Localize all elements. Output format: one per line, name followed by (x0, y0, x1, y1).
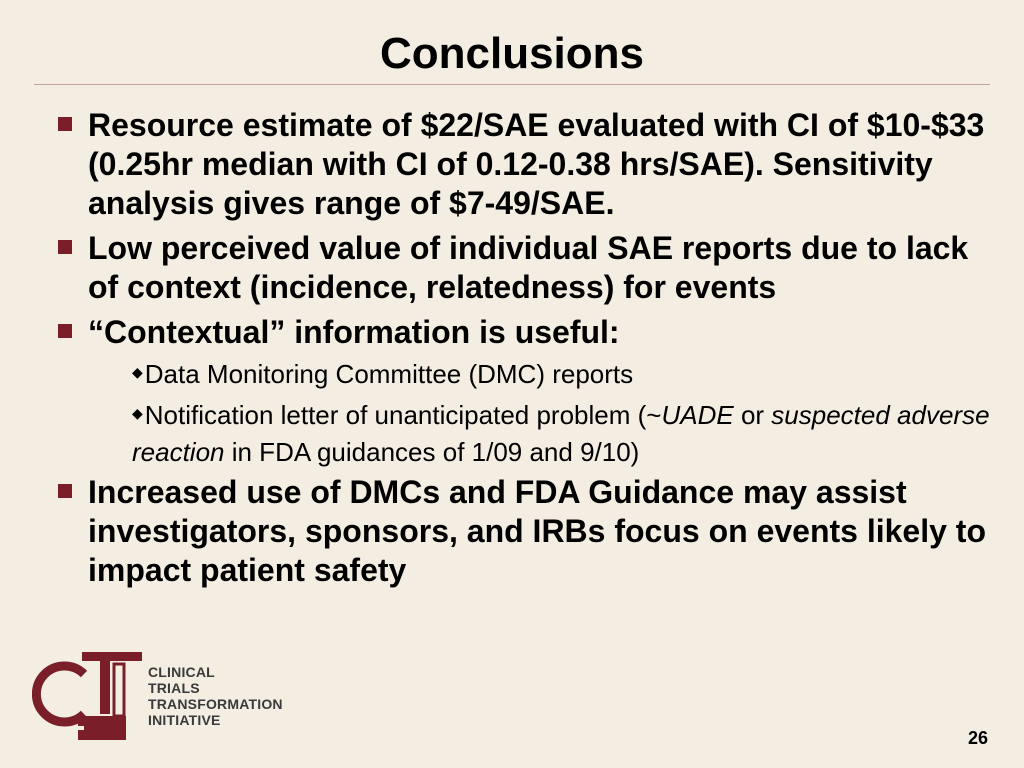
sub-bullet-item: ◆Notification letter of unanticipated pr… (54, 399, 994, 469)
logo-t-bar (82, 652, 142, 661)
square-bullet-icon (58, 117, 72, 131)
slide-title: Conclusions (379, 29, 645, 78)
square-bullet-icon (58, 484, 72, 498)
bullet-item: Increased use of DMCs and FDA Guidance m… (54, 473, 994, 590)
bullet-item: Resource estimate of $22/SAE evaluated w… (54, 106, 994, 223)
sub-bullet-italic: suspected adverse reaction (132, 400, 990, 467)
sub-bullet-text: Notification letter of unanticipated pro… (144, 400, 662, 430)
bullet-item: “Contextual” information is useful: (54, 313, 994, 352)
logo-line: CLINICAL (148, 664, 215, 680)
bullet-text: “Contextual” information is useful: (88, 314, 620, 350)
sub-bullet-text: in FDA guidances of 1/09 and 9/10) (224, 437, 640, 467)
bullet-text: Low perceived value of individual SAE re… (88, 230, 969, 305)
bullet-text: Increased use of DMCs and FDA Guidance m… (88, 474, 986, 588)
logo-line: INITIATIVE (148, 712, 221, 728)
bullet-text: Resource estimate of $22/SAE evaluated w… (88, 107, 985, 221)
square-bullet-icon (58, 240, 72, 254)
bullet-item: Low perceived value of individual SAE re… (54, 229, 994, 307)
sub-bullet-item: ◆Data Monitoring Committee (DMC) reports (54, 358, 994, 395)
diamond-bullet-icon: ◆ (132, 405, 143, 421)
diamond-bullet-icon: ◆ (132, 364, 143, 380)
logo-t-stem (100, 652, 110, 714)
sub-bullet-text: or (733, 400, 772, 430)
logo-i-outline (112, 662, 126, 718)
title-divider (34, 84, 990, 85)
cti-logo (32, 652, 142, 740)
logo-wordmark: CLINICAL TRIALS TRANSFORMATION INITIATIV… (148, 664, 283, 728)
bullet-list: Resource estimate of $22/SAE evaluated w… (54, 106, 994, 596)
logo-line: TRIALS (148, 680, 200, 696)
logo-line: TRANSFORMATION (148, 696, 283, 712)
page-number: 26 (967, 728, 988, 748)
logo-base-block (78, 716, 126, 740)
sub-bullet-text: Data Monitoring Committee (DMC) reports (144, 359, 634, 389)
square-bullet-icon (58, 324, 72, 338)
logo-c-shape (32, 661, 88, 727)
sub-bullet-italic: UADE (661, 400, 734, 430)
